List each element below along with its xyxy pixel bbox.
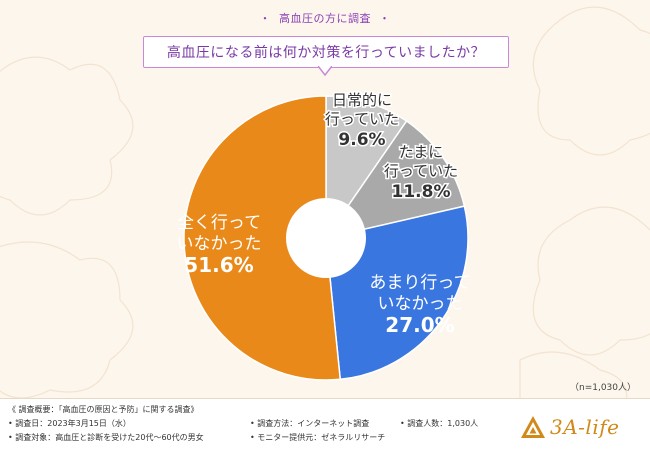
slice-label-1-line1: 日常的に	[332, 91, 392, 109]
slice-label-2-line2: 行っていた	[384, 162, 458, 180]
donut-hole	[286, 198, 366, 278]
slice-value-1: 9.6%	[338, 130, 385, 150]
survey-method: • 調査方法：インターネット調査	[250, 419, 370, 428]
slice-label-2-line1: たまに	[399, 143, 444, 161]
survey-label-text: 高血圧の方に調査	[279, 12, 371, 25]
slice-label-3-line2: いなかった	[378, 294, 463, 314]
slice-label-1-line2: 行っていた	[325, 110, 399, 128]
survey-overview: 《 調査概要：「高血圧の原因と予防」に関する調査》	[8, 405, 199, 414]
brand-triangle-icon	[521, 416, 545, 438]
speech-tail-icon	[318, 66, 332, 76]
survey-provider: • モニター提供元：ゼネラルリサーチ	[250, 433, 386, 442]
slice-value-2: 11.8%	[392, 182, 451, 202]
pie-slice-2	[324, 120, 466, 240]
bullet-dot-icon: ・	[379, 12, 391, 25]
survey-count: • 調査人数：1,030人	[400, 419, 479, 428]
survey-date: • 調査日：2023年3月15日（水）	[8, 419, 131, 428]
pie-slice-1	[325, 95, 408, 241]
footer	[0, 398, 650, 451]
brand-logo: 3A-life	[520, 413, 640, 441]
survey-label: ・高血圧の方に調査・	[0, 10, 650, 26]
sample-size: （n=1,030人）	[569, 383, 636, 393]
pie-slice-4	[183, 95, 342, 381]
slice-value-3: 27.0%	[385, 313, 454, 337]
survey-target: • 調査対象：高血圧と診断を受けた20代〜60代の男女	[8, 433, 204, 442]
slice-label-4-line2: いなかった	[177, 234, 262, 254]
slice-label-3-line1: あまり行って	[369, 273, 470, 293]
slice-label-4-line1: 全く行って	[177, 213, 261, 233]
brand-name: 3A-life	[550, 415, 620, 439]
bullet-dot-icon: ・	[259, 12, 271, 25]
slice-value-4: 51.6%	[184, 253, 253, 277]
